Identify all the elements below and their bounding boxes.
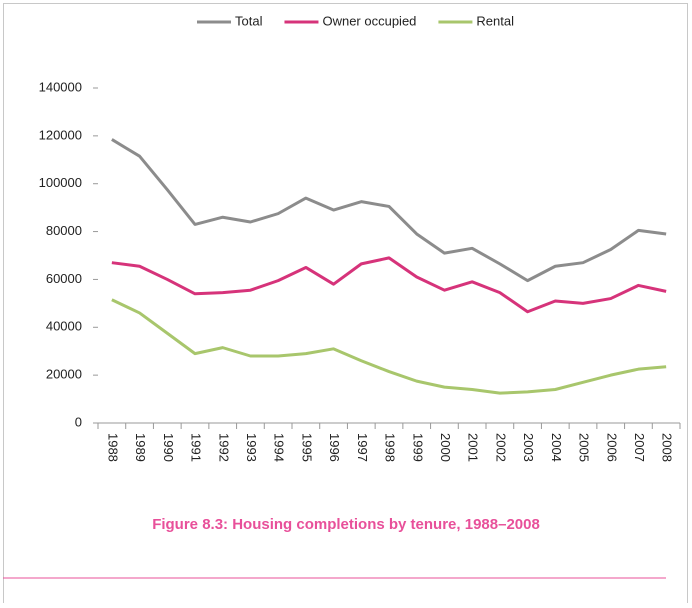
y-tick-label: 80000: [46, 223, 82, 238]
chart-title: Figure 8.3: Housing completions by tenur…: [152, 516, 540, 533]
y-tick-label: 140000: [39, 79, 82, 94]
legend-label: Rental: [476, 13, 514, 28]
legend-label: Total: [235, 13, 263, 28]
series-line: [111, 298, 667, 395]
x-tick-label: 1992: [216, 433, 231, 462]
x-tick-label: 2007: [632, 433, 647, 462]
x-tick-label: 1989: [133, 433, 148, 462]
x-tick-label: 1988: [105, 433, 120, 462]
x-tick-label: 1991: [189, 433, 204, 462]
x-tick-label: 2002: [493, 433, 508, 462]
x-tick-label: 1997: [355, 433, 370, 462]
x-tick-label: 1999: [410, 433, 425, 462]
x-tick-label: 2006: [604, 433, 619, 462]
frame: [3, 3, 688, 608]
x-tick-label: 2008: [660, 433, 675, 462]
y-tick-label: 120000: [39, 127, 82, 142]
x-tick-label: 1995: [299, 433, 314, 462]
x-tick-label: 1998: [383, 433, 398, 462]
series-line: [111, 256, 667, 314]
y-tick-label: 0: [75, 414, 82, 429]
x-tick-label: 2004: [549, 433, 564, 462]
x-tick-label: 2005: [577, 433, 592, 462]
x-tick-label: 1993: [244, 433, 259, 462]
x-tick-label: 1996: [327, 433, 342, 462]
x-tick-label: 2001: [466, 433, 481, 462]
x-tick-label: 1990: [161, 433, 176, 462]
y-tick-label: 40000: [46, 319, 82, 334]
y-tick-label: 100000: [39, 175, 82, 190]
legend-label: Owner occupied: [322, 13, 416, 28]
x-tick-label: 1994: [272, 433, 287, 462]
x-tick-label: 2000: [438, 433, 453, 462]
x-tick-label: 2003: [521, 433, 536, 462]
y-tick-label: 20000: [46, 367, 82, 382]
series-line: [111, 138, 667, 283]
y-tick-label: 60000: [46, 271, 82, 286]
